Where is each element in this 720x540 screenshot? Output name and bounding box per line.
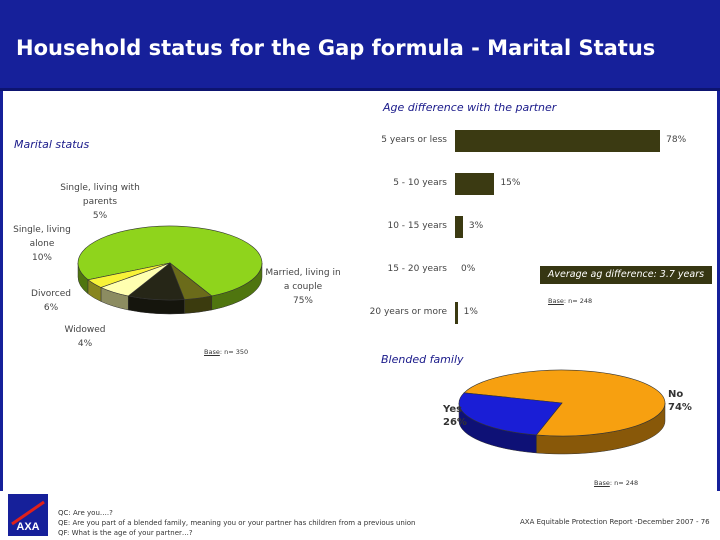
report-footer: AXA Equitable Protection Report -Decembe…	[520, 518, 710, 526]
marital-status-title: Marital status	[14, 138, 90, 151]
blended-label-no: No 74%	[668, 389, 692, 413]
frame-left-border	[0, 91, 3, 491]
pie-label-single-alone: Single, living alone 10%	[13, 225, 71, 263]
bar	[455, 173, 495, 195]
header-divider	[0, 88, 720, 91]
page-title: Household status for the Gap formula - M…	[16, 36, 656, 60]
pie-label-single-parents: Single, living with parents 5%	[60, 183, 140, 221]
axa-logo: AXA	[8, 494, 48, 536]
blended-no-slice	[463, 369, 666, 437]
marital-married-living-in-a-couple-slice	[77, 225, 263, 297]
bar	[455, 130, 661, 152]
blended-family-title: Blended family	[381, 353, 464, 366]
marital-status-pie	[77, 225, 263, 315]
bar-category-label: 20 years or more	[369, 307, 447, 317]
frame-right-border	[717, 91, 720, 491]
bar-category-label: 10 - 15 years	[387, 221, 447, 231]
bar-value-label: 3%	[468, 221, 484, 231]
marital-widowed-slice	[87, 262, 171, 288]
question-qf: QF: What is the age of your partner…?	[58, 529, 193, 537]
blended-yes-slice	[458, 392, 563, 436]
average-age-callout: Average ag difference: 3.7 years	[540, 266, 712, 284]
bar	[455, 302, 458, 324]
bar	[455, 216, 463, 238]
svg-text:AXA: AXA	[16, 521, 39, 533]
bar-value-label: 15%	[500, 178, 521, 188]
footer-questions: QC: Are you….? QE: Are you part of a ble…	[58, 508, 416, 538]
age-base-note: Base: n= 248	[548, 297, 593, 305]
bar-category-label: 15 - 20 years	[387, 264, 447, 274]
bar-value-label: 0%	[461, 264, 476, 274]
marital-base-note: Base: n= 350	[204, 348, 249, 356]
bar-value-label: 78%	[666, 135, 687, 145]
pie-label-divorced: Divorced 6%	[31, 289, 71, 313]
header-bar	[0, 0, 720, 88]
blended-family-pie	[458, 369, 666, 455]
axa-logo-mark: AXA	[8, 494, 48, 536]
bar-value-label: 1%	[463, 307, 478, 317]
pie-label-widowed: Widowed 4%	[64, 325, 106, 349]
pie-label-married: Married, living in a couple 75%	[265, 268, 341, 306]
bar-category-label: 5 - 10 years	[393, 178, 447, 188]
blended-label-yes: Yes 26%	[443, 404, 467, 428]
question-qc: QC: Are you….?	[58, 509, 113, 517]
age-difference-title: Age difference with the partner	[383, 101, 557, 114]
bar-category-label: 5 years or less	[381, 135, 447, 145]
blended-base-note: Base: n= 248	[594, 479, 639, 487]
question-qe: QE: Are you part of a blended family, me…	[58, 519, 416, 527]
